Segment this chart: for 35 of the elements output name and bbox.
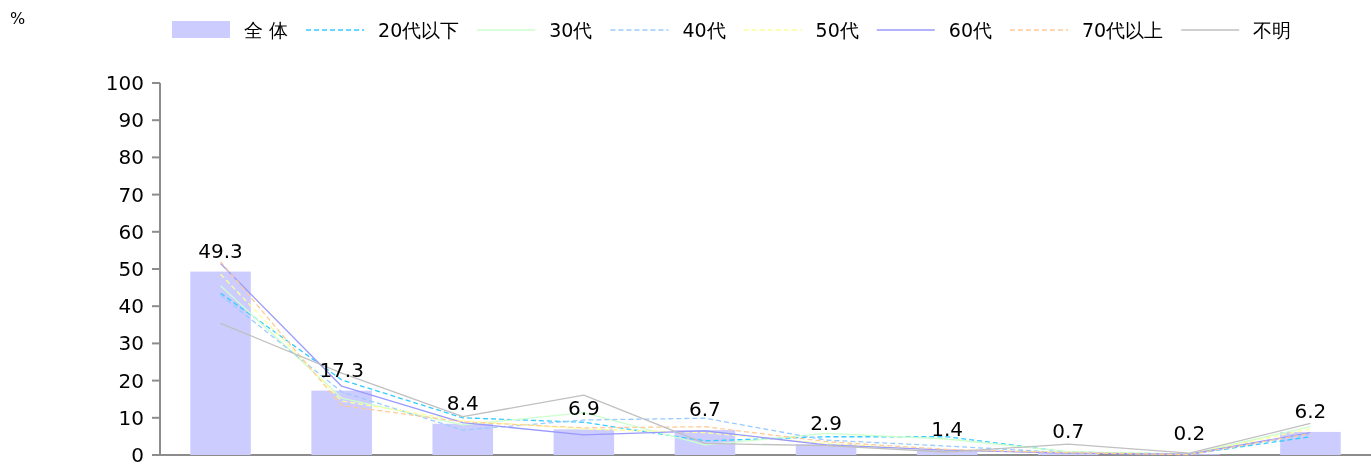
y-tick-label: 70 [118, 182, 144, 207]
data-label: 1.4 [931, 416, 964, 441]
data-label: 2.9 [810, 411, 842, 436]
y-tick-label: 90 [118, 108, 144, 133]
data-label: 8.4 [446, 390, 479, 415]
y-tick-label: 20 [118, 368, 144, 393]
legend-label: 60代 [948, 19, 992, 41]
data-label: 6.2 [1294, 398, 1327, 423]
y-tick-label: 100 [105, 71, 144, 95]
y-tick-label: 50 [118, 257, 144, 281]
data-label: 49.3 [198, 238, 243, 263]
legend-label: 40代 [682, 19, 726, 41]
bar [432, 423, 494, 455]
data-label: 0.2 [1173, 421, 1206, 446]
legend-label: 不明 [1253, 19, 1292, 41]
legend-label: 30代 [549, 19, 593, 41]
y-tick-label: 10 [118, 405, 144, 430]
text: % [10, 9, 26, 28]
y-tick-label: 40 [118, 294, 144, 319]
legend-label: 20代以下 [378, 19, 460, 41]
y-tick-label: 60 [118, 219, 144, 244]
data-label: 6.9 [567, 396, 600, 421]
legend-label: 全 体 [244, 19, 289, 41]
data-label: 17.3 [319, 357, 364, 382]
bar [553, 429, 615, 455]
legend-label: 50代 [815, 19, 859, 41]
data-label: 0.7 [1052, 419, 1085, 444]
bar [311, 390, 372, 455]
data-label: 6.7 [689, 397, 721, 422]
legend-label: 70代以上 [1081, 19, 1164, 41]
bar [190, 271, 251, 455]
bar [1280, 431, 1341, 455]
y-tick-label: 80 [118, 145, 144, 170]
y-tick-label: 30 [118, 331, 144, 356]
y-tick-label: 0 [131, 443, 144, 467]
